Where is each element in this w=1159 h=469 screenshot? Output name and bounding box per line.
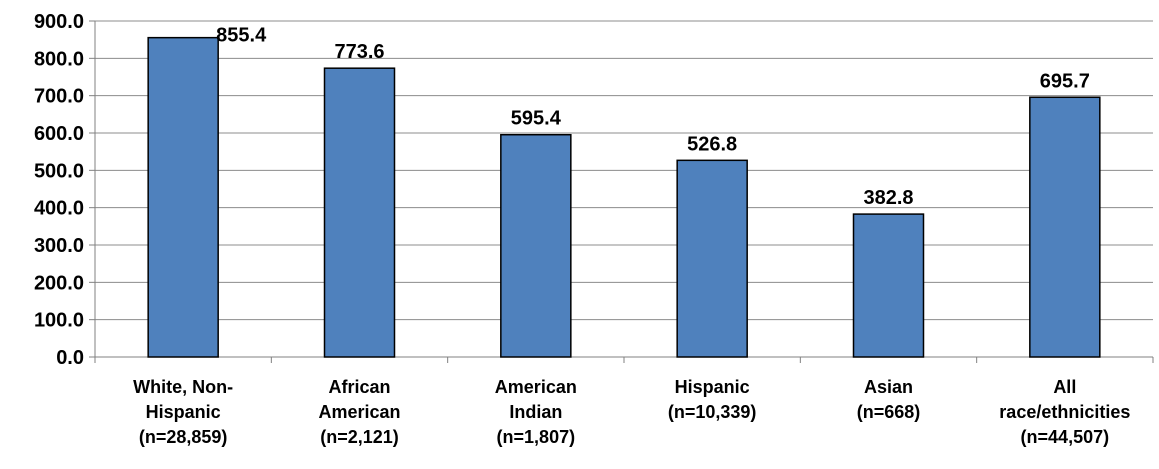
- bar: [147, 36, 219, 358]
- gridlines: [95, 20, 1153, 321]
- bar: [676, 159, 748, 358]
- y-tick-label: 900.0: [34, 11, 84, 33]
- data-label: 526.8: [687, 133, 737, 155]
- category-label: African: [328, 377, 390, 397]
- data-label: 382.8: [863, 187, 913, 209]
- category-label: White, Non-: [133, 377, 233, 397]
- category-label: (n=668): [857, 402, 921, 422]
- y-tick-label: 200.0: [34, 272, 84, 294]
- category-label: (n=2,121): [320, 427, 399, 447]
- category-label: Asian: [864, 377, 913, 397]
- data-label: 855.4: [216, 25, 267, 47]
- category-label: (n=1,807): [497, 427, 576, 447]
- y-tick-label: 700.0: [34, 86, 84, 108]
- data-label: 595.4: [511, 108, 562, 130]
- category-labels: White, Non- Hispanic (n=28,859) African Amer…: [133, 377, 1130, 447]
- data-labels: 855.4 773.6 595.4 526.8 382.8 695.7: [216, 25, 1090, 209]
- bar: [323, 67, 396, 358]
- y-tick-label: 500.0: [34, 160, 84, 182]
- y-tick-label: 0.0: [56, 347, 84, 369]
- axes: 0.0 100.0 200.0 300.0 400.0 500.0 600.0 700.0 80…: [34, 11, 1154, 369]
- category-label: (n=10,339): [668, 402, 757, 422]
- category-label: race/ethnicities: [999, 402, 1130, 422]
- bar: [1029, 96, 1101, 358]
- category-label: Hispanic: [675, 377, 750, 397]
- y-tick-label: 800.0: [34, 48, 84, 70]
- y-tick-label: 300.0: [34, 235, 84, 257]
- bar: [852, 213, 925, 358]
- category-label: Hispanic: [146, 402, 221, 422]
- bar: [500, 133, 572, 358]
- category-label: American: [495, 377, 577, 397]
- category-label: Indian: [509, 402, 562, 422]
- category-label: American: [318, 402, 400, 422]
- y-tick-label: 600.0: [34, 123, 84, 145]
- data-label: 695.7: [1040, 70, 1090, 92]
- category-label: (n=28,859): [139, 427, 228, 447]
- category-label: All: [1053, 377, 1076, 397]
- bars: [147, 36, 1101, 358]
- category-label: (n=44,507): [1021, 427, 1110, 447]
- y-tick-label: 400.0: [34, 198, 84, 220]
- data-label: 773.6: [334, 41, 384, 63]
- y-tick-label: 100.0: [34, 310, 84, 332]
